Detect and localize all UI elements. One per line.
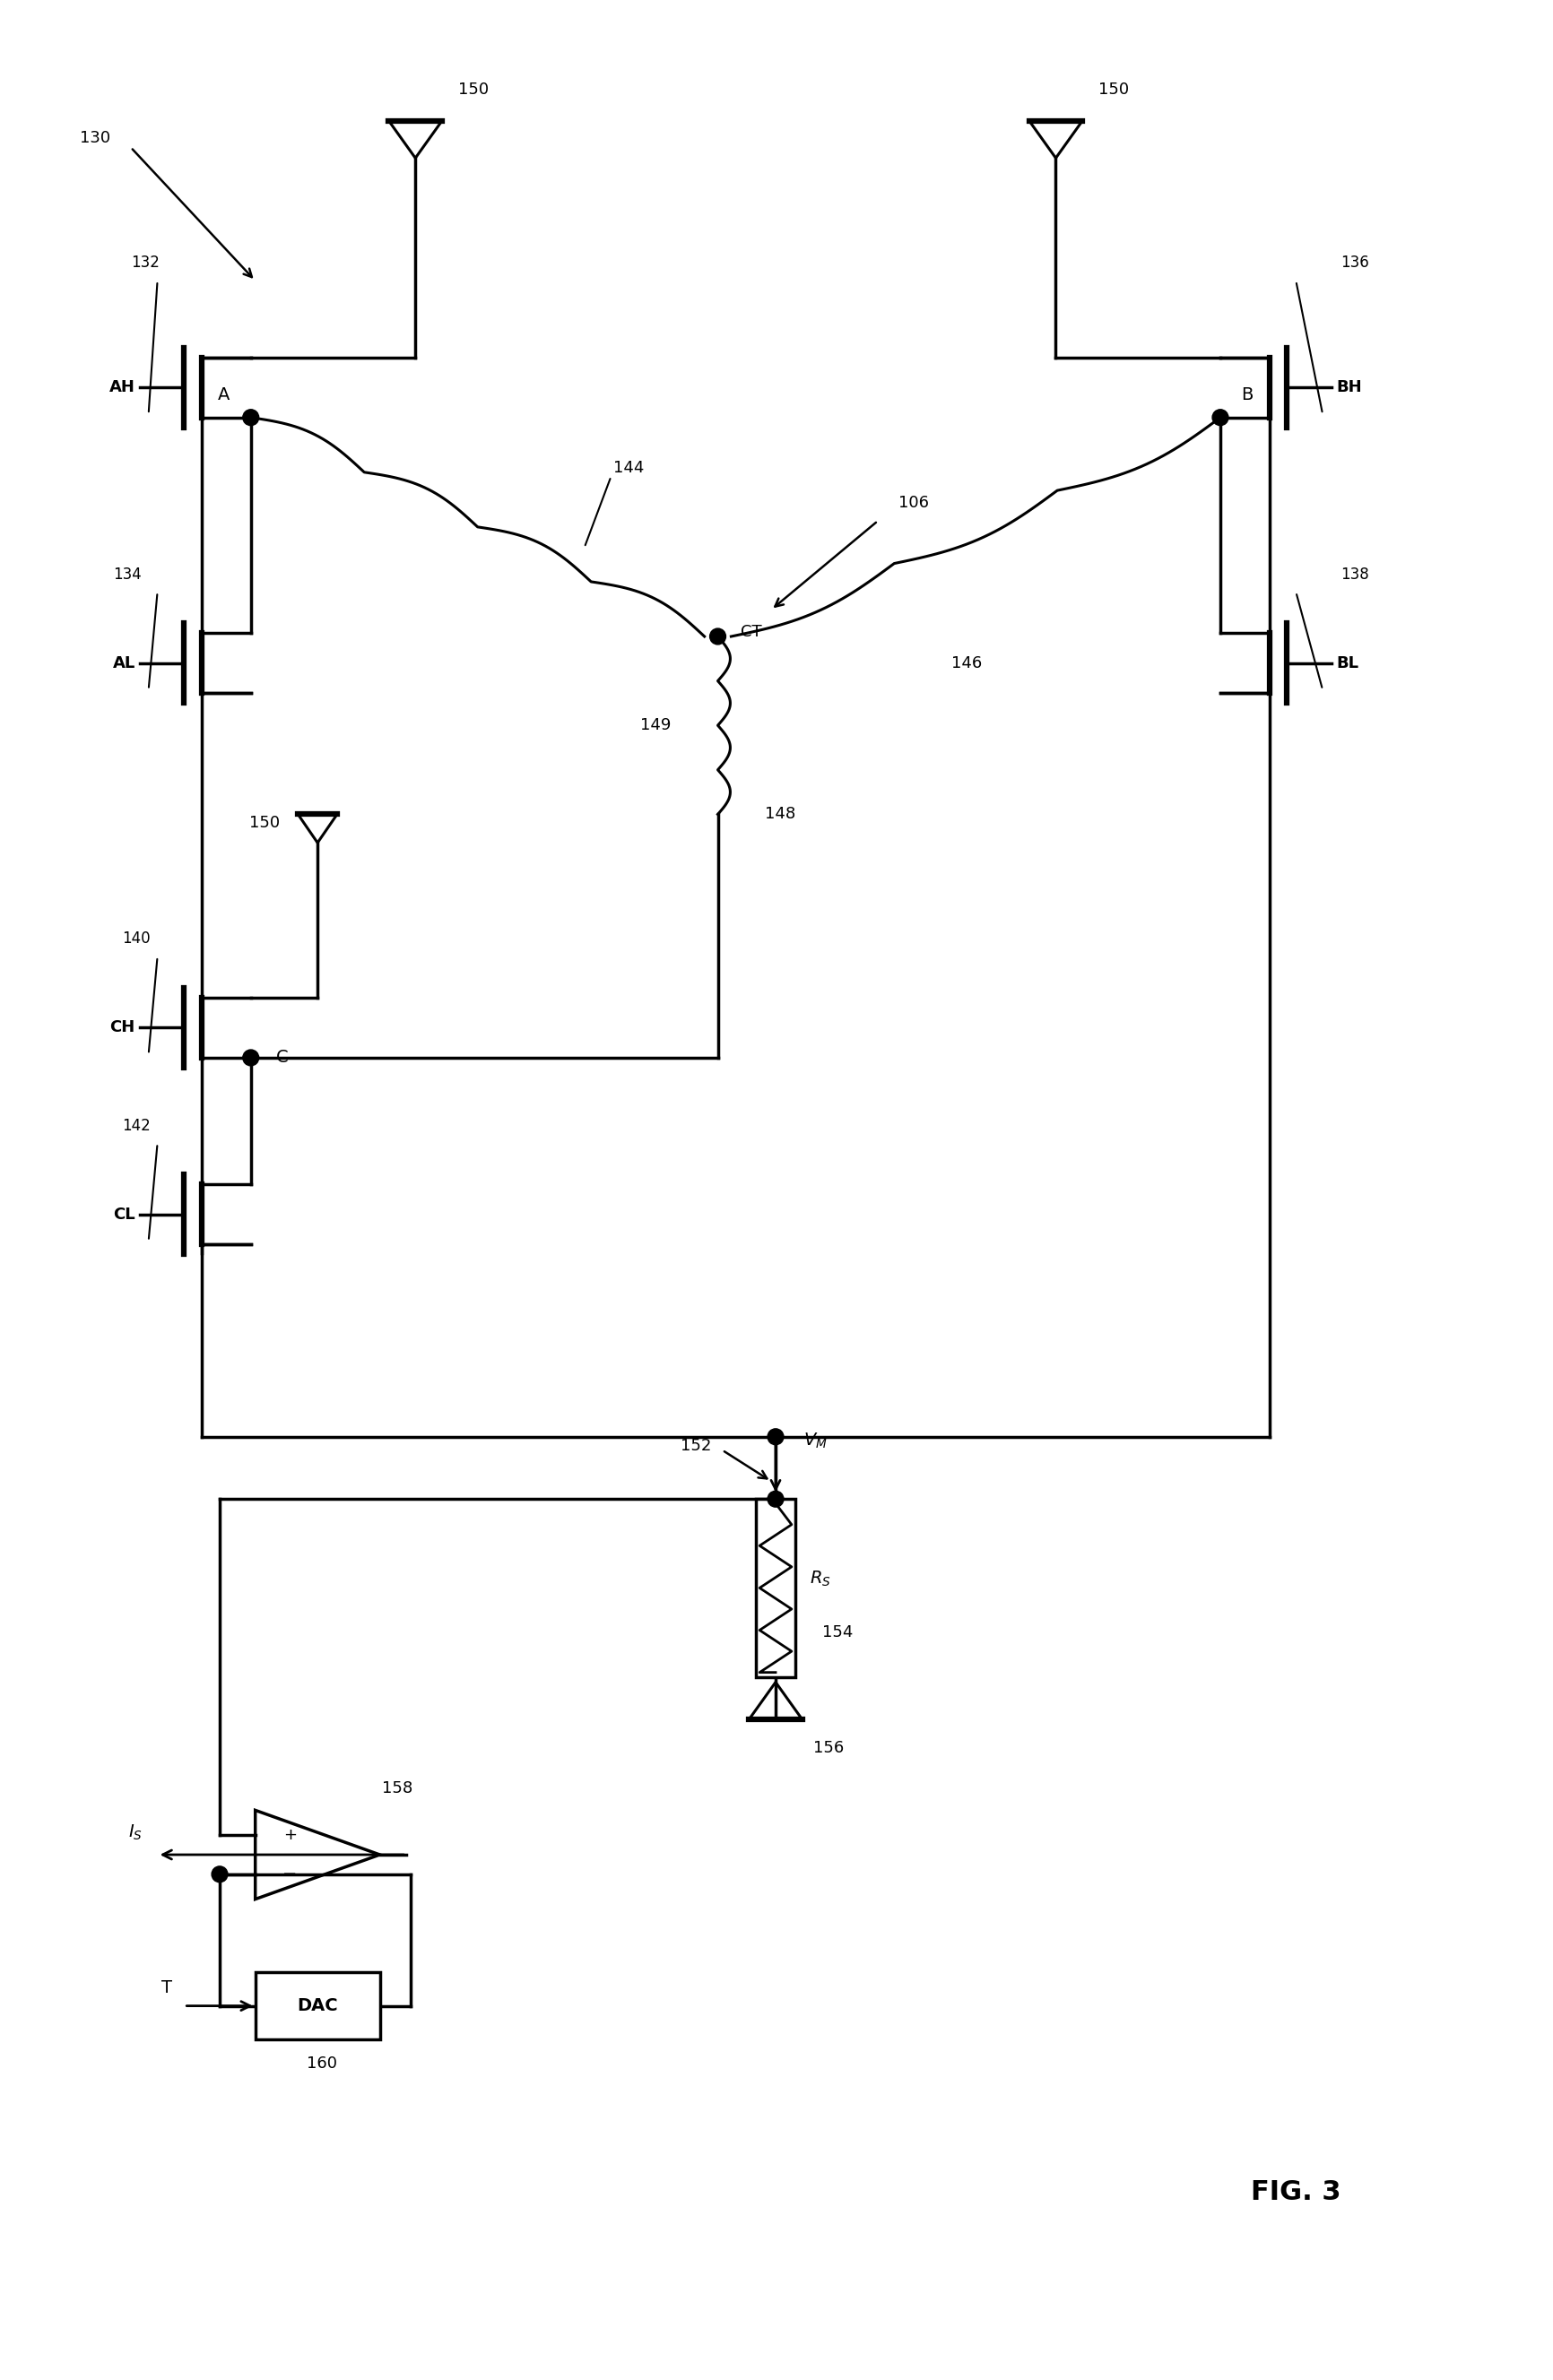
Text: 106: 106: [898, 495, 929, 512]
FancyBboxPatch shape: [255, 1973, 380, 2040]
Text: 152: 152: [680, 1438, 711, 1454]
Text: CH: CH: [110, 1019, 135, 1035]
Text: +: +: [283, 1828, 297, 1842]
Text: $I_S$: $I_S$: [127, 1823, 143, 1842]
Text: $V_M$: $V_M$: [803, 1433, 828, 1452]
Text: CT: CT: [741, 624, 763, 640]
Text: 146: 146: [952, 655, 981, 671]
Text: 132: 132: [130, 255, 160, 271]
Text: 150: 150: [458, 81, 489, 98]
Circle shape: [211, 1866, 228, 1883]
Text: BH: BH: [1336, 378, 1362, 395]
Text: 130: 130: [79, 131, 110, 148]
Text: 148: 148: [764, 807, 795, 823]
Text: DAC: DAC: [297, 1997, 339, 2013]
Circle shape: [242, 409, 259, 426]
Text: 134: 134: [113, 566, 141, 583]
Text: 144: 144: [613, 459, 644, 476]
Text: 150: 150: [248, 814, 280, 831]
Text: T: T: [162, 1980, 172, 1997]
Text: $R_S$: $R_S$: [809, 1568, 831, 1587]
Circle shape: [767, 1428, 784, 1445]
Text: 160: 160: [307, 2056, 337, 2071]
Text: C: C: [276, 1050, 287, 1066]
Bar: [756, 1499, 795, 1678]
Text: FIG. 3: FIG. 3: [1250, 2180, 1340, 2206]
Text: 149: 149: [640, 716, 671, 733]
Text: 154: 154: [823, 1623, 853, 1640]
Text: B: B: [1241, 386, 1253, 405]
Text: A: A: [217, 386, 230, 405]
Text: 158: 158: [382, 1780, 413, 1797]
Text: AL: AL: [112, 655, 135, 671]
Text: AH: AH: [109, 378, 135, 395]
Circle shape: [242, 1050, 259, 1066]
Text: CL: CL: [113, 1207, 135, 1223]
Text: −: −: [283, 1866, 298, 1883]
Text: 142: 142: [121, 1119, 151, 1133]
Text: 140: 140: [121, 931, 151, 947]
Text: 150: 150: [1098, 81, 1129, 98]
Circle shape: [710, 628, 725, 645]
Text: BL: BL: [1336, 655, 1359, 671]
Circle shape: [767, 1490, 784, 1507]
Text: 156: 156: [814, 1740, 845, 1756]
Circle shape: [1213, 409, 1228, 426]
Text: 136: 136: [1340, 255, 1368, 271]
Text: 138: 138: [1340, 566, 1368, 583]
